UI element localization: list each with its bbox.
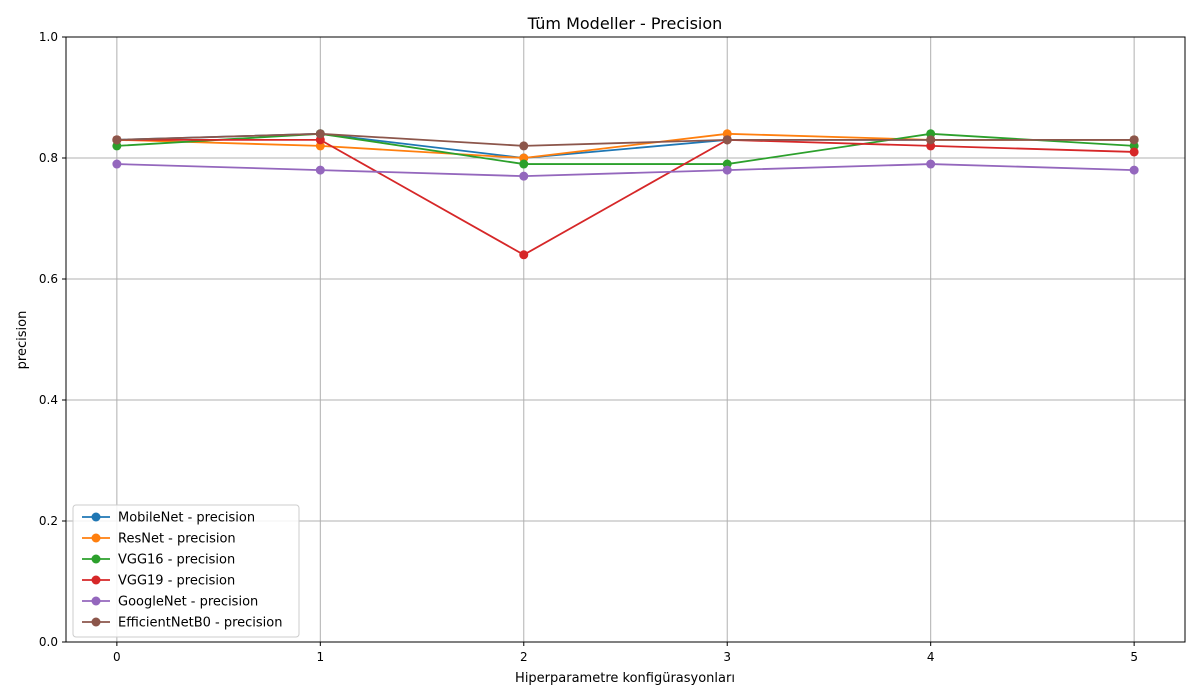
legend-marker [91,512,101,522]
legend-box [72,504,300,638]
x-tick-label: 1 [316,650,324,664]
axes: 0 1 2 3 4 5 0.0 0.2 0.4 0.6 0.8 1.0 [39,30,1138,664]
legend-marker [91,554,101,564]
data-point [722,165,732,175]
chart-title: Tüm Modeller - Precision [527,14,723,33]
data-point [1129,165,1139,175]
plot-frame [65,36,1186,643]
y-tick-label: 0.6 [39,272,58,286]
legend: MobileNet - precision ResNet - precision V… [72,504,300,638]
data-point [926,135,936,145]
data-point [519,171,529,181]
legend-item: VGG16 - precision [82,553,235,568]
data-point [315,129,325,139]
legend-marker [91,533,101,543]
y-tick-label: 0.2 [39,514,58,528]
x-tick-label: 2 [520,650,528,664]
series-5 [112,129,1139,151]
legend-label: VGG19 - precision [118,574,235,589]
legend-item: EfficientNetB0 - precision [82,616,283,631]
legend-label: ResNet - precision [118,532,236,547]
series-line [116,138,1135,256]
data-point [315,165,325,175]
data-point [722,135,732,145]
y-tick-label: 0.8 [39,151,58,165]
series-4 [112,159,1139,181]
y-axis-title: precision [15,311,30,370]
legend-item: GoogleNet - precision [82,595,258,610]
legend-label: MobileNet - precision [118,511,255,526]
legend-marker [91,575,101,585]
y-tick-label: 0.0 [39,635,58,649]
series-lines [112,129,1139,260]
legend-marker [91,617,101,627]
data-point [926,159,936,169]
x-tick-label: 0 [113,650,121,664]
y-tick-label: 1.0 [39,30,58,44]
legend-label: VGG16 - precision [118,553,235,568]
y-tick-label: 0.4 [39,393,58,407]
data-point [112,159,122,169]
x-tick-label: 3 [723,650,731,664]
data-point [519,250,529,260]
data-point [519,159,529,169]
data-point [1129,135,1139,145]
legend-item: ResNet - precision [82,532,236,547]
data-point [519,141,529,151]
x-tick-label: 5 [1130,650,1138,664]
data-point [1129,147,1139,157]
legend-item: MobileNet - precision [82,511,255,526]
legend-label: GoogleNet - precision [118,595,258,610]
series-line [116,132,1135,147]
legend-marker [91,596,101,606]
data-point [112,135,122,145]
series-line [116,163,1135,178]
x-tick-label: 4 [927,650,935,664]
x-axis-title: Hiperparametre konfigürasyonları [515,671,735,686]
series-line [116,132,1135,165]
legend-label: EfficientNetB0 - precision [118,616,283,631]
legend-item: VGG19 - precision [82,574,235,589]
